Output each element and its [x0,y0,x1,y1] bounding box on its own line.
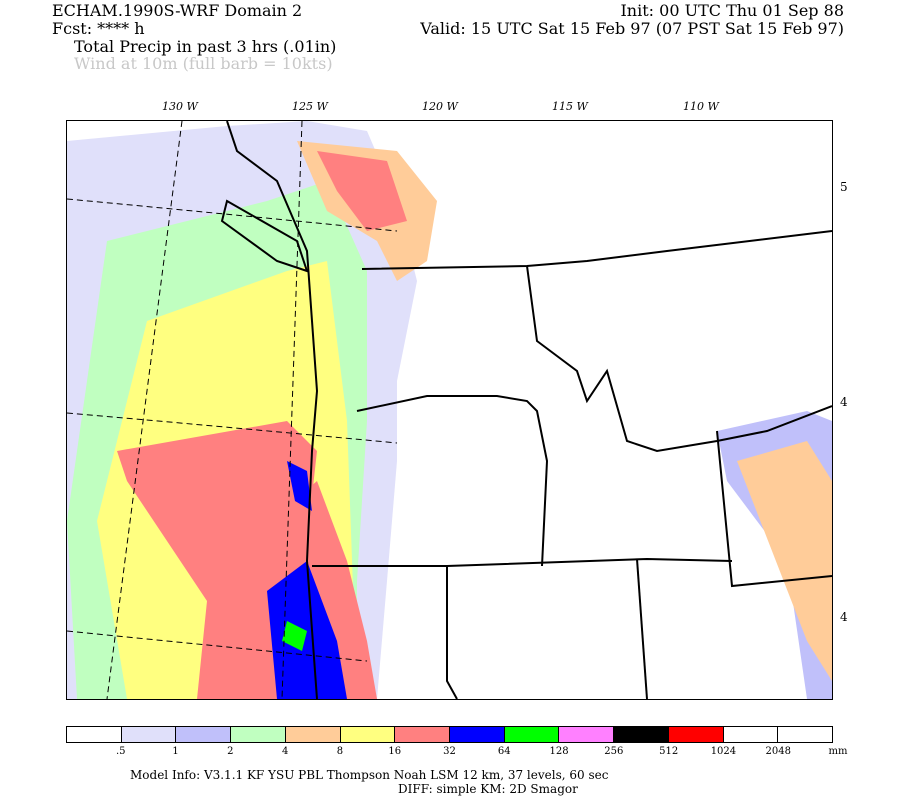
precip-map [66,120,833,700]
legend-label: 32 [443,746,456,757]
legend-label: 2 [227,746,234,757]
lon-label: 125 W [292,100,328,113]
legend-unit: mm [828,746,848,757]
color-legend [66,726,833,743]
legend-swatch [121,727,177,742]
legend-swatch [504,727,560,742]
title: ECHAM.1990S-WRF Domain 2 [52,1,303,20]
state-boundaries [220,120,833,700]
precip-shading [67,121,832,699]
legend-swatch [231,727,286,742]
field-label-wind: Wind at 10m (full barb = 10kts) [74,54,333,73]
legend-swatch [340,727,396,742]
lat-lon-grid [66,120,398,700]
init-time: Init: 00 UTC Thu 01 Sep 88 [620,1,844,20]
legend-swatch [668,727,724,742]
lon-label: 110 W [683,100,719,113]
lat-label: 4 [840,610,848,624]
legend-swatch [450,727,505,742]
model-info: Model Info: V3.1.1 KF YSU PBL Thompson N… [130,768,609,782]
lon-label: 120 W [422,100,458,113]
legend-swatch [723,727,779,742]
legend-swatch [778,727,833,742]
legend-label: 1 [172,746,179,757]
legend-label: 8 [336,746,344,757]
legend-swatch [614,727,669,742]
field-label-precip: Total Precip in past 3 hrs (.01in) [74,37,337,56]
legend-label: 16 [388,746,402,757]
forecast-hour: Fcst: **** h [52,19,145,38]
lon-label: 130 W [162,100,198,113]
legend-label: 2048 [765,746,791,757]
legend-label: 512 [659,746,679,757]
legend-swatch [395,727,451,742]
legend-label: 256 [604,746,624,757]
diffusion-info: DIFF: simple KM: 2D Smagor [398,782,578,796]
legend-swatch [285,727,341,742]
legend-swatch [176,727,232,742]
legend-label: 64 [497,746,511,757]
legend-swatch [559,727,615,742]
legend-swatch [67,727,122,742]
lat-label: 4 [840,395,848,409]
valid-time: Valid: 15 UTC Sat 15 Feb 97 (07 PST Sat … [420,19,844,38]
legend-label: .5 [116,746,126,757]
lat-label: 5 [840,180,848,194]
lon-label: 115 W [552,100,588,113]
legend-label: 128 [549,746,569,757]
legend-label: 4 [281,746,289,757]
legend-label: 1024 [710,746,737,757]
map-canvas [66,120,833,700]
